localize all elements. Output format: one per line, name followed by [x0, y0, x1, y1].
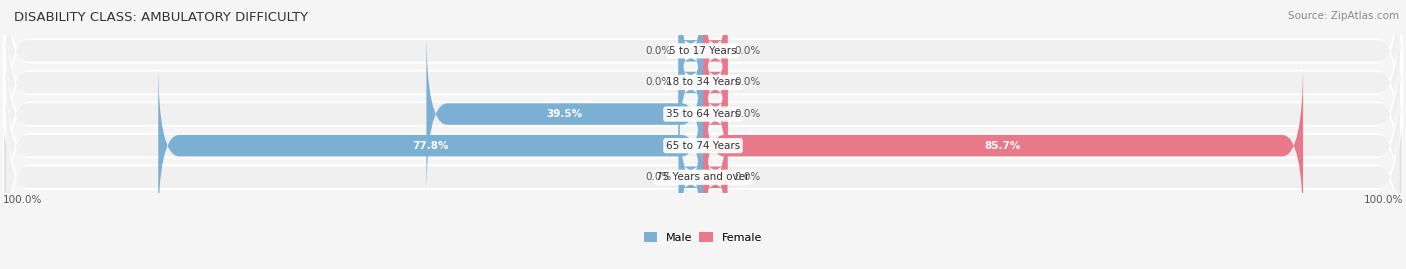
FancyBboxPatch shape	[703, 0, 727, 167]
FancyBboxPatch shape	[703, 30, 727, 198]
Text: DISABILITY CLASS: AMBULATORY DIFFICULTY: DISABILITY CLASS: AMBULATORY DIFFICULTY	[14, 11, 308, 24]
Text: 0.0%: 0.0%	[734, 46, 761, 56]
FancyBboxPatch shape	[3, 62, 1403, 269]
FancyBboxPatch shape	[159, 62, 703, 230]
FancyBboxPatch shape	[703, 0, 727, 135]
Text: 100.0%: 100.0%	[1364, 195, 1403, 205]
FancyBboxPatch shape	[6, 30, 1400, 198]
FancyBboxPatch shape	[679, 93, 703, 261]
Text: 85.7%: 85.7%	[984, 141, 1021, 151]
FancyBboxPatch shape	[6, 0, 1400, 167]
Text: 100.0%: 100.0%	[3, 195, 42, 205]
Text: 0.0%: 0.0%	[645, 172, 672, 182]
Text: 75 Years and over: 75 Years and over	[657, 172, 749, 182]
Text: 35 to 64 Years: 35 to 64 Years	[666, 109, 740, 119]
Text: 0.0%: 0.0%	[734, 172, 761, 182]
FancyBboxPatch shape	[703, 62, 1303, 230]
Text: 0.0%: 0.0%	[645, 46, 672, 56]
FancyBboxPatch shape	[6, 93, 1400, 261]
FancyBboxPatch shape	[679, 0, 703, 167]
FancyBboxPatch shape	[3, 0, 1403, 166]
Text: 77.8%: 77.8%	[412, 141, 449, 151]
Text: 0.0%: 0.0%	[645, 77, 672, 87]
Text: 65 to 74 Years: 65 to 74 Years	[666, 141, 740, 151]
Text: 39.5%: 39.5%	[547, 109, 582, 119]
Text: 0.0%: 0.0%	[734, 109, 761, 119]
FancyBboxPatch shape	[679, 0, 703, 135]
Text: 18 to 34 Years: 18 to 34 Years	[666, 77, 740, 87]
Legend: Male, Female: Male, Female	[640, 228, 766, 247]
Text: 0.0%: 0.0%	[734, 77, 761, 87]
FancyBboxPatch shape	[3, 31, 1403, 261]
FancyBboxPatch shape	[703, 93, 727, 261]
FancyBboxPatch shape	[6, 62, 1400, 230]
Text: Source: ZipAtlas.com: Source: ZipAtlas.com	[1288, 11, 1399, 21]
FancyBboxPatch shape	[3, 0, 1403, 229]
FancyBboxPatch shape	[426, 30, 703, 198]
Text: 5 to 17 Years: 5 to 17 Years	[669, 46, 737, 56]
FancyBboxPatch shape	[3, 0, 1403, 197]
FancyBboxPatch shape	[6, 0, 1400, 135]
